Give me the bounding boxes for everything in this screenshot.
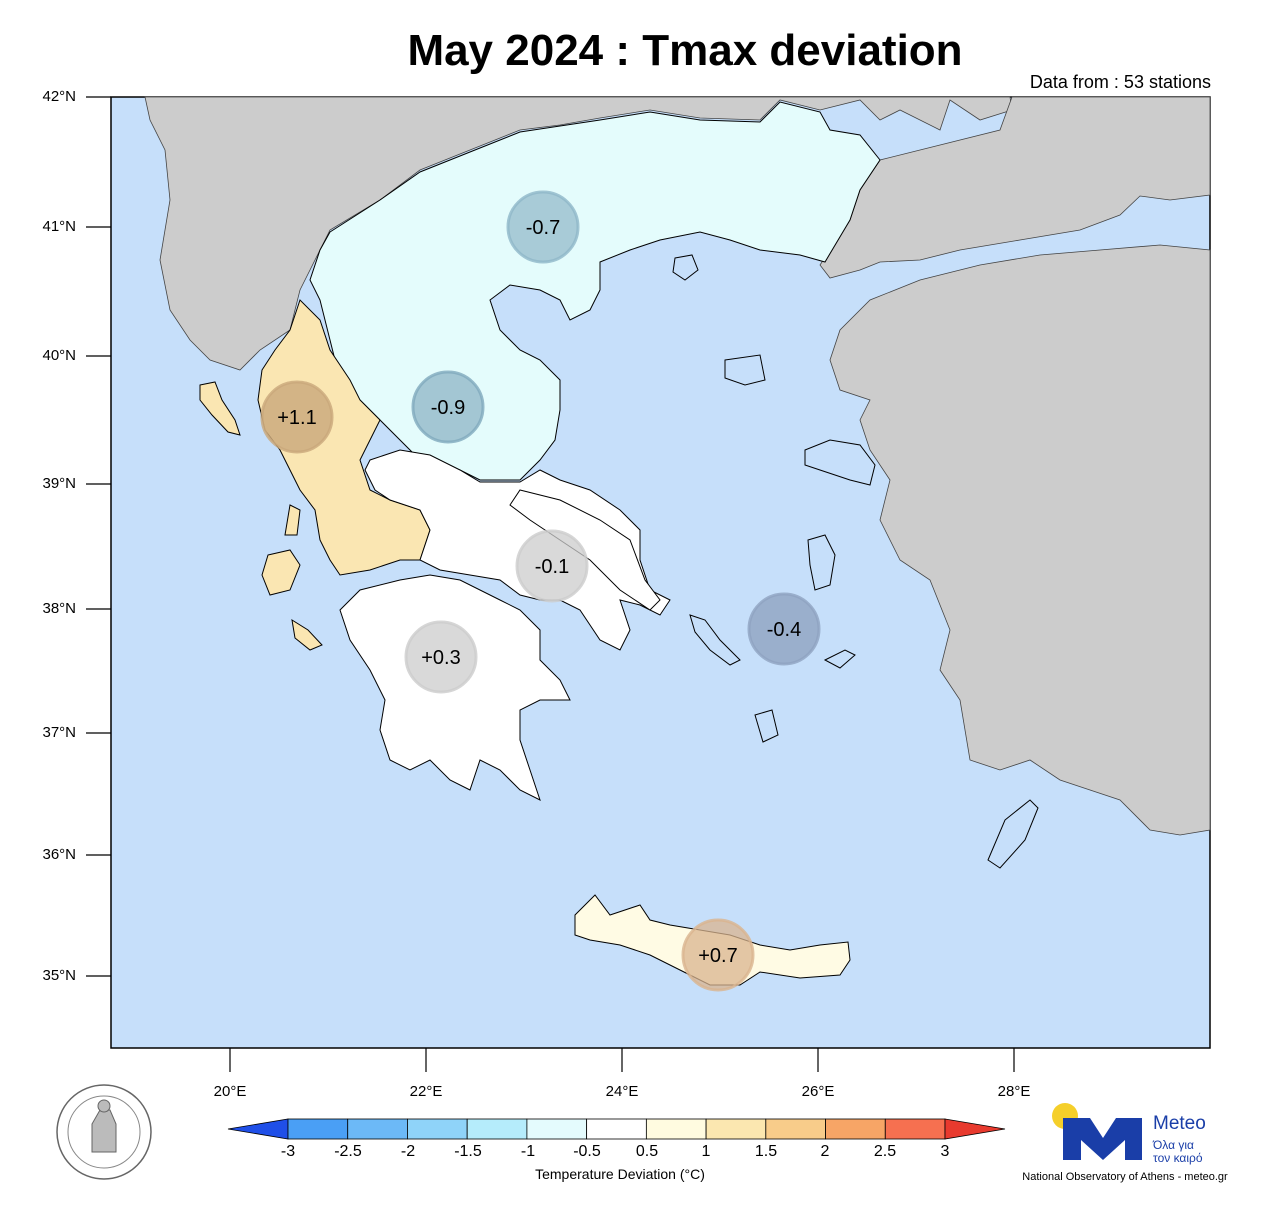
colorbar-tick-label: 3	[940, 1143, 950, 1160]
marker-central-greece	[515, 529, 589, 603]
colorbar-tick-label: -1	[520, 1143, 536, 1160]
lon-label-24: 24°E	[605, 1083, 639, 1100]
island-kefalonia	[261, 549, 301, 596]
lat-label-36: 36°N	[42, 846, 76, 863]
value-thessaly: -0.9	[431, 397, 465, 419]
region-markers: -0.7 -0.9 +1.1 -0.1 +0.3 -0.4 +0.7	[260, 190, 821, 992]
marker-aegean	[747, 592, 821, 666]
island-andros	[689, 614, 741, 666]
foreign-land-anatolia	[829, 244, 1211, 836]
marker-thessaly	[411, 370, 485, 444]
lat-ticks	[86, 96, 111, 977]
colorbar-tick-label: 2.5	[873, 1143, 897, 1160]
colorbar-bin	[526, 1118, 588, 1140]
colorbar-tick-label: -2	[400, 1143, 416, 1160]
logo-tagline-2: τον καιρό	[1153, 1151, 1203, 1165]
value-peloponnese: +0.3	[421, 647, 460, 669]
island-rhodes	[987, 799, 1039, 869]
noa-seal-emblem	[56, 1084, 152, 1180]
value-macedonia-thrace: -0.7	[526, 217, 560, 239]
marker-peloponnese	[404, 620, 478, 694]
island-lemnos	[724, 354, 766, 386]
island-evia	[509, 489, 661, 611]
colorbar-tick-label: 0.5	[635, 1143, 659, 1160]
lon-label-22: 22°E	[409, 1083, 443, 1100]
colorbar	[227, 1118, 1006, 1140]
colorbar-low-arrow	[227, 1118, 289, 1140]
region-central-greece	[364, 449, 671, 651]
marker-macedonia-thrace	[506, 190, 580, 264]
colorbar-bin	[586, 1118, 647, 1140]
logo-name: Meteo	[1153, 1113, 1206, 1134]
map-title: May 2024 : Tmax deviation	[407, 26, 963, 75]
colorbar-high-arrow	[944, 1118, 1006, 1140]
colorbar-bin	[884, 1118, 946, 1140]
colorbar-bin	[466, 1118, 528, 1140]
colorbar-tick-label: -1.5	[454, 1143, 482, 1160]
stations-note: Data from : 53 stations	[1029, 72, 1211, 92]
lat-label-41: 41°N	[42, 218, 76, 235]
island-zakynthos	[291, 618, 323, 651]
lat-label-35: 35°N	[42, 967, 76, 984]
colorbar-tick-label: 1.5	[754, 1143, 778, 1160]
marker-crete	[681, 918, 755, 992]
island-corfu	[199, 381, 241, 436]
meteo-logo-mark	[1052, 1103, 1142, 1160]
colorbar-tick-label: -3	[280, 1143, 296, 1160]
lat-label-39: 39°N	[42, 475, 76, 492]
colorbar-tick-label: 1	[701, 1143, 711, 1160]
colorbar-bin	[407, 1118, 468, 1140]
logo-tagline-1: Όλα για	[1153, 1138, 1194, 1152]
lon-label-20: 20°E	[213, 1083, 247, 1100]
lon-ticks	[229, 1048, 1015, 1072]
colorbar-bin	[645, 1118, 707, 1140]
value-epirus-west: +1.1	[277, 407, 316, 429]
island-lesvos	[804, 439, 876, 486]
lon-label-28: 28°E	[997, 1083, 1031, 1100]
colorbar-bin	[347, 1118, 408, 1140]
island-samos	[823, 649, 856, 669]
island-chios	[807, 534, 836, 591]
lat-label-40: 40°N	[42, 347, 76, 364]
lat-label-37: 37°N	[42, 724, 76, 741]
value-crete: +0.7	[698, 945, 737, 967]
colorbar-tick-label: 2	[820, 1143, 830, 1160]
lat-label-42: 42°N	[42, 88, 76, 105]
colorbar-tick-label: -0.5	[573, 1143, 601, 1160]
marker-epirus-west	[260, 380, 334, 454]
colorbar-bin	[765, 1118, 826, 1140]
island-naxos	[754, 709, 779, 743]
value-aegean: -0.4	[767, 619, 801, 641]
footer-credit: National Observatory of Athens - meteo.g…	[1022, 1171, 1228, 1183]
foreign-land-north	[144, 96, 1013, 371]
value-central-greece: -0.1	[535, 556, 569, 578]
lat-label-38: 38°N	[42, 600, 76, 617]
island-lefkada	[284, 504, 301, 536]
colorbar-bins	[287, 1118, 946, 1140]
colorbar-bin	[287, 1118, 349, 1140]
island-thasos	[672, 254, 699, 281]
colorbar-title: Temperature Deviation (°C)	[535, 1166, 705, 1182]
colorbar-bin	[825, 1118, 886, 1140]
colorbar-tick-label: -2.5	[334, 1143, 362, 1160]
colorbar-bin	[705, 1118, 767, 1140]
lon-label-26: 26°E	[801, 1083, 835, 1100]
